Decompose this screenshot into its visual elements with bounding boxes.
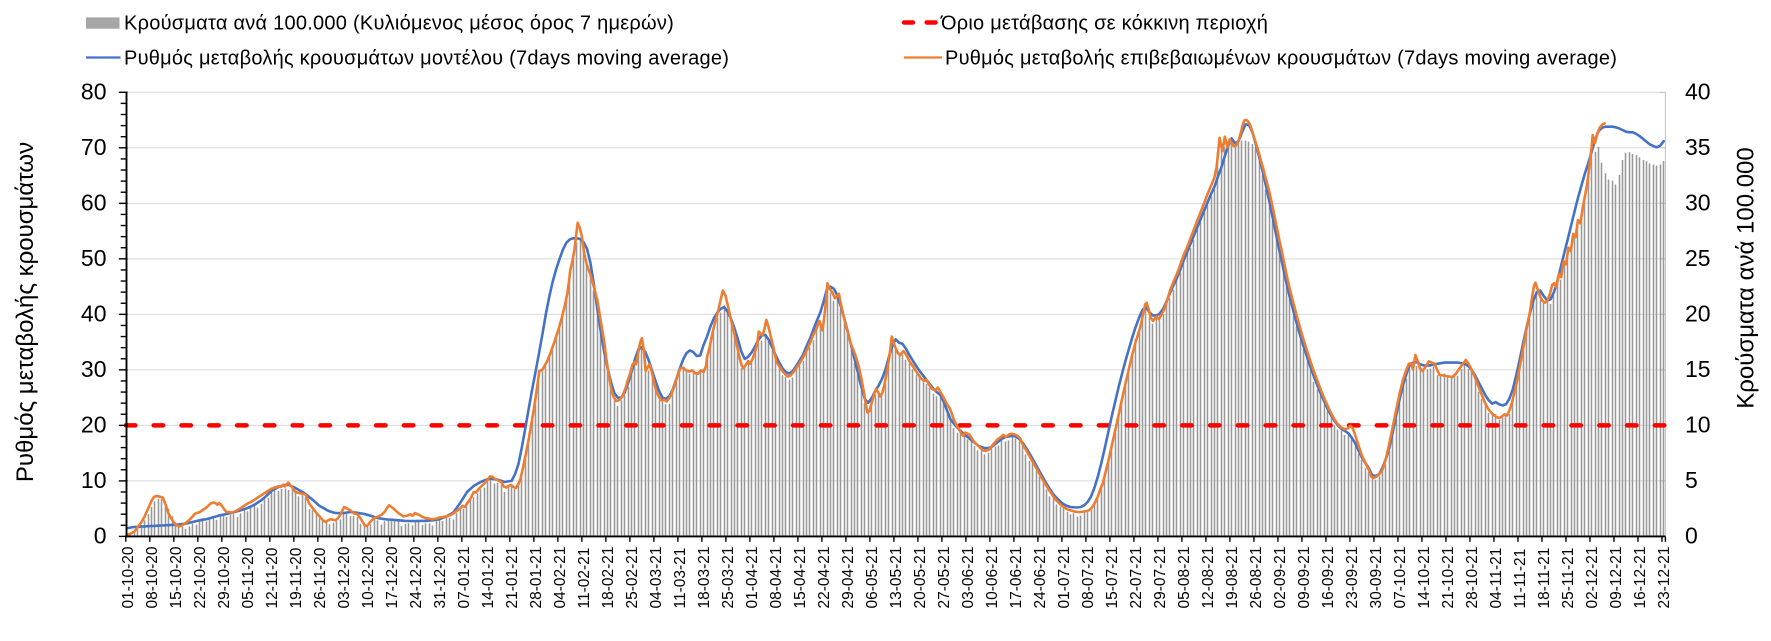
svg-text:06-05-21: 06-05-21 (864, 546, 881, 608)
svg-text:01-04-21: 01-04-21 (744, 546, 761, 608)
svg-text:29-10-20: 29-10-20 (216, 546, 233, 608)
svg-text:08-10-20: 08-10-20 (144, 546, 161, 608)
svg-text:07-10-21: 07-10-21 (1392, 546, 1409, 608)
svg-text:26-08-21: 26-08-21 (1248, 546, 1265, 608)
svg-text:Ρυθμός μεταβολής επιβεβαιωμένω: Ρυθμός μεταβολής επιβεβαιωμένων κρουσμάτ… (945, 48, 1617, 70)
svg-text:Κρούσματα ανά 100.000: Κρούσματα ανά 100.000 (1733, 147, 1760, 409)
svg-text:25: 25 (1685, 245, 1711, 271)
svg-text:50: 50 (81, 245, 107, 271)
svg-text:14-01-21: 14-01-21 (480, 546, 497, 608)
svg-text:08-07-21: 08-07-21 (1080, 546, 1097, 608)
svg-text:29-04-21: 29-04-21 (840, 546, 857, 608)
svg-text:19-08-21: 19-08-21 (1224, 546, 1241, 608)
svg-text:28-01-21: 28-01-21 (528, 546, 545, 608)
svg-text:04-11-21: 04-11-21 (1488, 548, 1505, 609)
svg-text:5: 5 (1685, 467, 1698, 493)
svg-text:10: 10 (1685, 411, 1711, 437)
svg-text:0: 0 (94, 522, 107, 548)
svg-text:15-10-20: 15-10-20 (168, 546, 185, 608)
svg-text:10-06-21: 10-06-21 (984, 546, 1001, 608)
svg-text:04-03-21: 04-03-21 (648, 546, 665, 608)
svg-text:03-06-21: 03-06-21 (960, 546, 977, 608)
svg-text:29-07-21: 29-07-21 (1152, 546, 1169, 608)
svg-text:11-03-21: 11-03-21 (672, 548, 689, 609)
svg-text:24-06-21: 24-06-21 (1032, 546, 1049, 608)
svg-text:17-06-21: 17-06-21 (1008, 546, 1025, 608)
svg-text:05-11-20: 05-11-20 (240, 547, 257, 608)
svg-text:26-11-20: 26-11-20 (312, 547, 329, 608)
svg-text:25-11-21: 25-11-21 (1560, 548, 1577, 609)
svg-text:20: 20 (81, 411, 107, 437)
svg-text:05-08-21: 05-08-21 (1176, 546, 1193, 608)
svg-text:60: 60 (81, 189, 107, 215)
svg-text:25-03-21: 25-03-21 (720, 546, 737, 608)
svg-text:01-10-20: 01-10-20 (120, 546, 137, 608)
svg-text:11-11-21: 11-11-21 (1512, 549, 1529, 609)
svg-text:10-12-20: 10-12-20 (360, 546, 377, 608)
svg-text:09-12-21: 09-12-21 (1608, 546, 1625, 608)
svg-text:16-12-21: 16-12-21 (1632, 546, 1649, 608)
svg-text:14-10-21: 14-10-21 (1416, 546, 1433, 608)
svg-text:20-05-21: 20-05-21 (912, 546, 929, 608)
svg-text:22-04-21: 22-04-21 (816, 546, 833, 608)
svg-text:21-10-21: 21-10-21 (1440, 546, 1457, 608)
svg-text:10: 10 (81, 467, 107, 493)
svg-text:25-02-21: 25-02-21 (624, 546, 641, 608)
svg-text:23-09-21: 23-09-21 (1344, 546, 1361, 608)
svg-text:0: 0 (1685, 522, 1698, 548)
svg-text:01-07-21: 01-07-21 (1056, 546, 1073, 608)
svg-text:12-11-20: 12-11-20 (264, 547, 281, 608)
svg-text:15: 15 (1685, 356, 1711, 382)
svg-text:18-02-21: 18-02-21 (600, 546, 617, 608)
svg-text:15-04-21: 15-04-21 (792, 546, 809, 608)
svg-text:Ρυθμός μεταβολής κρουσμάτων: Ρυθμός μεταβολής κρουσμάτων (12, 142, 39, 482)
svg-text:19-11-20: 19-11-20 (288, 547, 305, 608)
svg-text:08-04-21: 08-04-21 (768, 546, 785, 608)
svg-text:40: 40 (81, 300, 107, 326)
svg-text:20: 20 (1685, 300, 1711, 326)
svg-text:09-09-21: 09-09-21 (1296, 546, 1313, 608)
svg-text:22-10-20: 22-10-20 (192, 546, 209, 608)
svg-text:30: 30 (1685, 189, 1711, 215)
svg-text:40: 40 (1685, 78, 1711, 104)
svg-text:02-09-21: 02-09-21 (1272, 546, 1289, 608)
svg-text:18-11-21: 18-11-21 (1536, 548, 1553, 609)
svg-text:Όριο μετάβασης σε κόκκινη περι: Όριο μετάβασης σε κόκκινη περιοχή (940, 13, 1268, 35)
svg-text:80: 80 (81, 78, 107, 104)
svg-text:16-09-21: 16-09-21 (1320, 546, 1337, 608)
svg-text:22-07-21: 22-07-21 (1128, 546, 1145, 608)
svg-text:15-07-21: 15-07-21 (1104, 546, 1121, 608)
svg-text:03-12-20: 03-12-20 (336, 546, 353, 608)
svg-text:21-01-21: 21-01-21 (504, 546, 521, 608)
svg-text:23-12-21: 23-12-21 (1656, 546, 1673, 608)
svg-text:18-03-21: 18-03-21 (696, 546, 713, 608)
svg-text:24-12-20: 24-12-20 (408, 546, 425, 608)
svg-text:11-02-21: 11-02-21 (576, 548, 593, 609)
svg-text:Κρούσματα ανά 100.000 (Κυλιόμε: Κρούσματα ανά 100.000 (Κυλιόμενος μέσος … (124, 13, 674, 35)
svg-text:04-02-21: 04-02-21 (552, 546, 569, 608)
svg-text:30: 30 (81, 356, 107, 382)
svg-text:30-09-21: 30-09-21 (1368, 546, 1385, 608)
svg-text:13-05-21: 13-05-21 (888, 546, 905, 608)
svg-text:07-01-21: 07-01-21 (456, 546, 473, 608)
svg-text:17-12-20: 17-12-20 (384, 546, 401, 608)
svg-text:35: 35 (1685, 134, 1711, 160)
svg-text:12-08-21: 12-08-21 (1200, 546, 1217, 608)
svg-text:27-05-21: 27-05-21 (936, 546, 953, 608)
svg-text:02-12-21: 02-12-21 (1584, 546, 1601, 608)
svg-text:31-12-20: 31-12-20 (432, 546, 449, 608)
svg-text:28-10-21: 28-10-21 (1464, 546, 1481, 608)
svg-text:Ρυθμός μεταβολής κρουσμάτων μο: Ρυθμός μεταβολής κρουσμάτων μοντέλου (7d… (124, 48, 729, 70)
svg-text:70: 70 (81, 134, 107, 160)
